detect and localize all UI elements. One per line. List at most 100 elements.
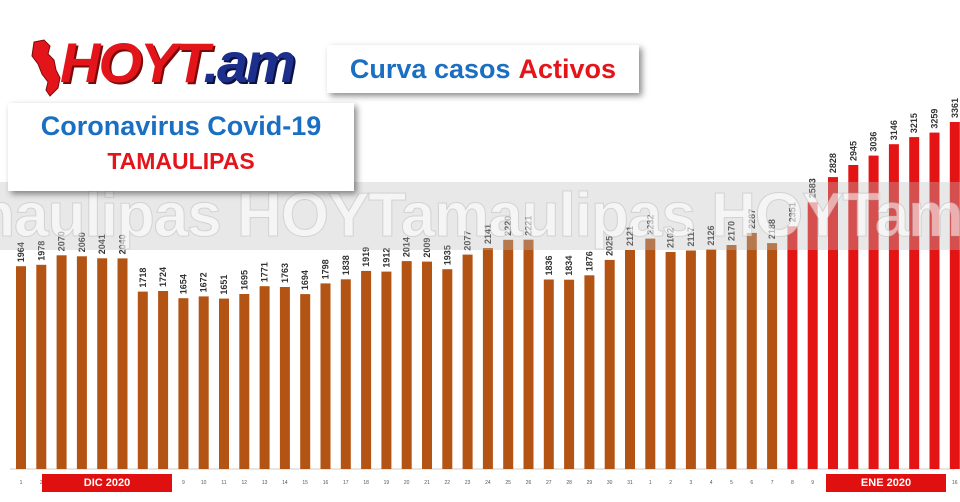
value-label-11: 1651 [219,275,229,295]
bar-19 [381,271,392,469]
tick-label-10: 10 [201,480,207,486]
bar-41 [828,177,838,469]
value-label-31: 2121 [625,226,635,246]
value-label-32: 2232 [645,215,655,235]
month-label-december: DIC 2020 [42,474,172,492]
watermark-text: maulipas HOYTamaulipas HOYTamau [0,182,960,250]
value-label-29: 1876 [584,251,594,271]
month-label-january: ENE 2020 [826,474,946,492]
tick-label-38: 7 [771,480,774,486]
value-label-12: 1695 [239,270,249,290]
value-label-8: 1724 [158,267,168,287]
bar-23 [462,254,473,469]
bar-40 [807,202,818,470]
value-label-36: 2170 [727,221,737,241]
tick-label-2: 2 [40,480,43,486]
value-label-19: 1912 [381,248,391,268]
tick-label-47: 16 [952,480,958,486]
chart-title-box: Curva casos Activos [327,45,639,93]
bar-18 [361,270,372,469]
bar-2 [36,264,47,469]
bar-5 [97,258,108,469]
tick-label-29: 29 [587,480,593,486]
bars-group [16,122,960,470]
value-label-46: 3259 [930,109,940,129]
chart-title-part1: Curva casos [349,53,511,84]
tick-label-24: 24 [485,480,491,486]
watermark-band: maulipas HOYTamaulipas HOYTamau [0,182,960,250]
bar-1 [16,266,26,469]
bar-39 [787,226,798,469]
value-label-14: 1763 [280,263,290,283]
value-label-47: 3361 [950,98,960,118]
bar-14 [279,287,290,469]
value-label-15: 1694 [300,270,310,290]
value-label-33: 2102 [666,228,676,248]
value-label-10: 1672 [199,272,209,292]
value-label-26: 2221 [524,216,534,236]
value-label-18: 1919 [361,247,371,267]
tick-label-18: 18 [363,480,369,486]
tick-label-21: 21 [424,480,430,486]
bar-24 [482,248,493,469]
subtitle-state: TAMAULIPAS [107,148,255,174]
value-label-37: 2287 [747,209,757,229]
tick-label-34: 3 [690,480,693,486]
tick-label-20: 20 [404,480,410,486]
bar-37 [746,232,757,469]
value-label-27: 1836 [544,255,554,275]
value-label-35: 2126 [706,225,716,245]
bar-10 [198,296,209,469]
bar-3 [56,255,67,469]
tick-label-33: 2 [669,480,672,486]
tick-label-23: 23 [465,480,471,486]
tick-label-30: 30 [607,480,613,486]
bar-44 [888,144,899,469]
tick-label-11: 11 [221,480,226,486]
logo-am: .am [203,31,295,94]
value-label-4: 2060 [77,232,87,252]
value-label-38: 2188 [767,219,777,239]
bar-11 [219,298,229,469]
bar-16 [320,283,331,469]
bar-20 [401,261,412,469]
value-label-45: 3215 [909,113,919,133]
bar-6 [117,258,128,469]
value-label-16: 1798 [321,259,331,279]
tick-label-26: 26 [526,480,532,486]
bar-7 [137,291,148,469]
tick-label-37: 6 [750,480,753,486]
bar-26 [523,239,534,469]
tick-label-13: 13 [262,480,268,486]
value-label-23: 2077 [463,231,473,251]
tick-label-39: 8 [791,480,794,486]
bar-35 [706,249,717,469]
value-label-40: 2583 [808,178,818,198]
tick-label-16: 16 [323,480,329,486]
value-labels-group: 1964 1978 2070 2060 2041 2040 1718 1724 1654 1672… [16,98,960,295]
bar-36 [726,245,737,469]
subtitle-covid: Coronavirus Covid-19 [40,111,322,141]
value-label-34: 2117 [686,227,696,247]
tick-label-28: 28 [566,480,572,486]
bar-32 [645,238,656,469]
bar-38 [767,243,778,469]
bar-33 [665,252,676,469]
value-label-7: 1718 [138,268,148,288]
value-label-3: 2070 [57,231,67,251]
value-label-44: 3146 [889,120,899,140]
value-label-30: 2025 [605,236,615,256]
value-label-13: 1771 [260,262,270,282]
bar-9 [178,298,189,469]
value-label-22: 1935 [442,245,452,265]
value-label-43: 3036 [869,132,879,152]
value-label-21: 2009 [422,238,432,258]
tick-label-25: 25 [505,480,511,486]
tick-label-35: 4 [710,480,713,486]
value-label-1: 1964 [16,242,26,262]
tick-label-14: 14 [282,480,288,486]
chart-title-part2: Activos [518,53,617,84]
bar-30 [604,259,615,469]
tick-label-31: 31 [627,480,633,486]
